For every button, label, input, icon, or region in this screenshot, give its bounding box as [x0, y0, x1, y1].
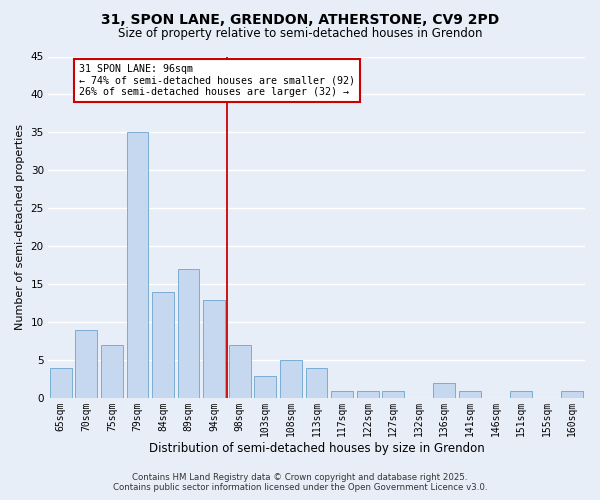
- Bar: [331, 391, 353, 398]
- Bar: [50, 368, 71, 398]
- Bar: [127, 132, 148, 398]
- Text: 31, SPON LANE, GRENDON, ATHERSTONE, CV9 2PD: 31, SPON LANE, GRENDON, ATHERSTONE, CV9 …: [101, 12, 499, 26]
- Bar: [433, 383, 455, 398]
- Bar: [459, 391, 481, 398]
- Bar: [178, 269, 199, 398]
- Bar: [305, 368, 328, 398]
- Bar: [382, 391, 404, 398]
- Bar: [254, 376, 276, 398]
- Bar: [101, 345, 123, 399]
- Bar: [357, 391, 379, 398]
- Bar: [229, 345, 251, 399]
- Bar: [510, 391, 532, 398]
- X-axis label: Distribution of semi-detached houses by size in Grendon: Distribution of semi-detached houses by …: [149, 442, 484, 455]
- Bar: [562, 391, 583, 398]
- Bar: [203, 300, 225, 398]
- Text: Contains HM Land Registry data © Crown copyright and database right 2025.
Contai: Contains HM Land Registry data © Crown c…: [113, 473, 487, 492]
- Bar: [280, 360, 302, 399]
- Text: 31 SPON LANE: 96sqm
← 74% of semi-detached houses are smaller (92)
26% of semi-d: 31 SPON LANE: 96sqm ← 74% of semi-detach…: [79, 64, 355, 98]
- Bar: [152, 292, 174, 399]
- Y-axis label: Number of semi-detached properties: Number of semi-detached properties: [15, 124, 25, 330]
- Bar: [76, 330, 97, 398]
- Text: Size of property relative to semi-detached houses in Grendon: Size of property relative to semi-detach…: [118, 28, 482, 40]
